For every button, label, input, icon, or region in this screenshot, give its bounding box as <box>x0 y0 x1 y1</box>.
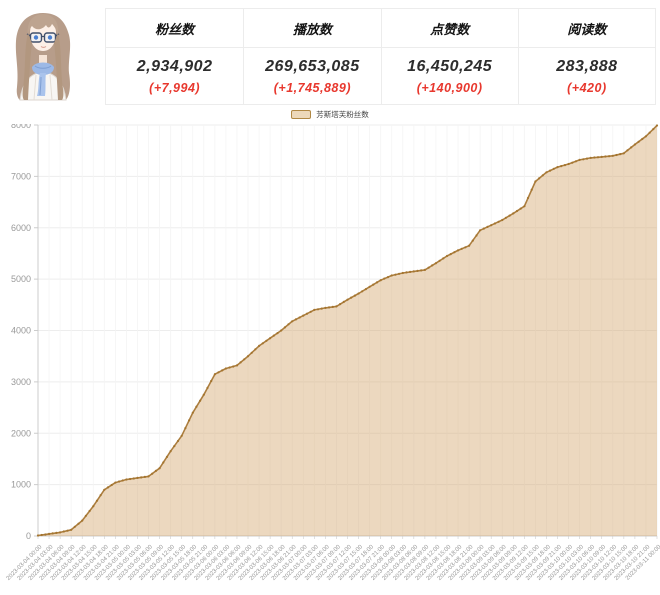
stat-card-plays: 播放数 269,653,085 (+1,745,889) <box>243 9 381 104</box>
svg-text:7000: 7000 <box>11 171 31 181</box>
stat-label-plays: 播放数 <box>244 9 381 48</box>
stat-delta-reads: (+420) <box>567 80 607 95</box>
stat-label-fans: 粉丝数 <box>106 9 244 48</box>
stat-value-fans: 2,934,902 <box>136 57 213 75</box>
svg-text:0: 0 <box>26 531 31 541</box>
stat-label-likes: 点赞数 <box>381 9 518 48</box>
svg-text:5000: 5000 <box>11 274 31 284</box>
legend-swatch-icon <box>291 110 312 119</box>
fans-area-chart: 0 1000 2000 3000 4000 5000 6000 7000 8000 2023-03… <box>0 120 660 590</box>
stat-value-reads: 283,888 <box>556 57 618 75</box>
svg-text:8000: 8000 <box>11 124 31 130</box>
stat-delta-plays: (+1,745,889) <box>273 80 351 95</box>
stat-delta-fans: (+7,994) <box>149 80 201 95</box>
anime-girl-avatar-icon <box>15 13 71 101</box>
stat-card-reads: 阅读数 283,888 (+420) <box>517 9 655 104</box>
stat-value-plays: 269,653,085 <box>265 57 360 75</box>
svg-text:1000: 1000 <box>11 480 31 490</box>
stat-value-likes: 16,450,245 <box>407 57 493 75</box>
area-chart-canvas: 0100020003000400050006000700080002023-03… <box>6 120 660 582</box>
svg-text:2000: 2000 <box>11 428 31 438</box>
stats-table: 粉丝数 2,934,902 (+7,994) 播放数 269,653,085 (… <box>105 8 656 105</box>
stat-delta-likes: (+140,900) <box>416 80 483 95</box>
legend-label: 芳斯塔芙粉丝数 <box>316 110 369 119</box>
stat-label-reads: 阅读数 <box>518 9 655 48</box>
svg-text:3000: 3000 <box>11 377 31 387</box>
stat-card-likes: 点赞数 16,450,245 (+140,900) <box>380 9 518 104</box>
svg-text:6000: 6000 <box>11 223 31 233</box>
user-avatar <box>8 9 78 101</box>
chart-legend[interactable]: 芳斯塔芙粉丝数 <box>0 106 660 123</box>
stat-card-fans: 粉丝数 2,934,902 (+7,994) <box>106 9 244 104</box>
svg-text:4000: 4000 <box>11 326 31 336</box>
